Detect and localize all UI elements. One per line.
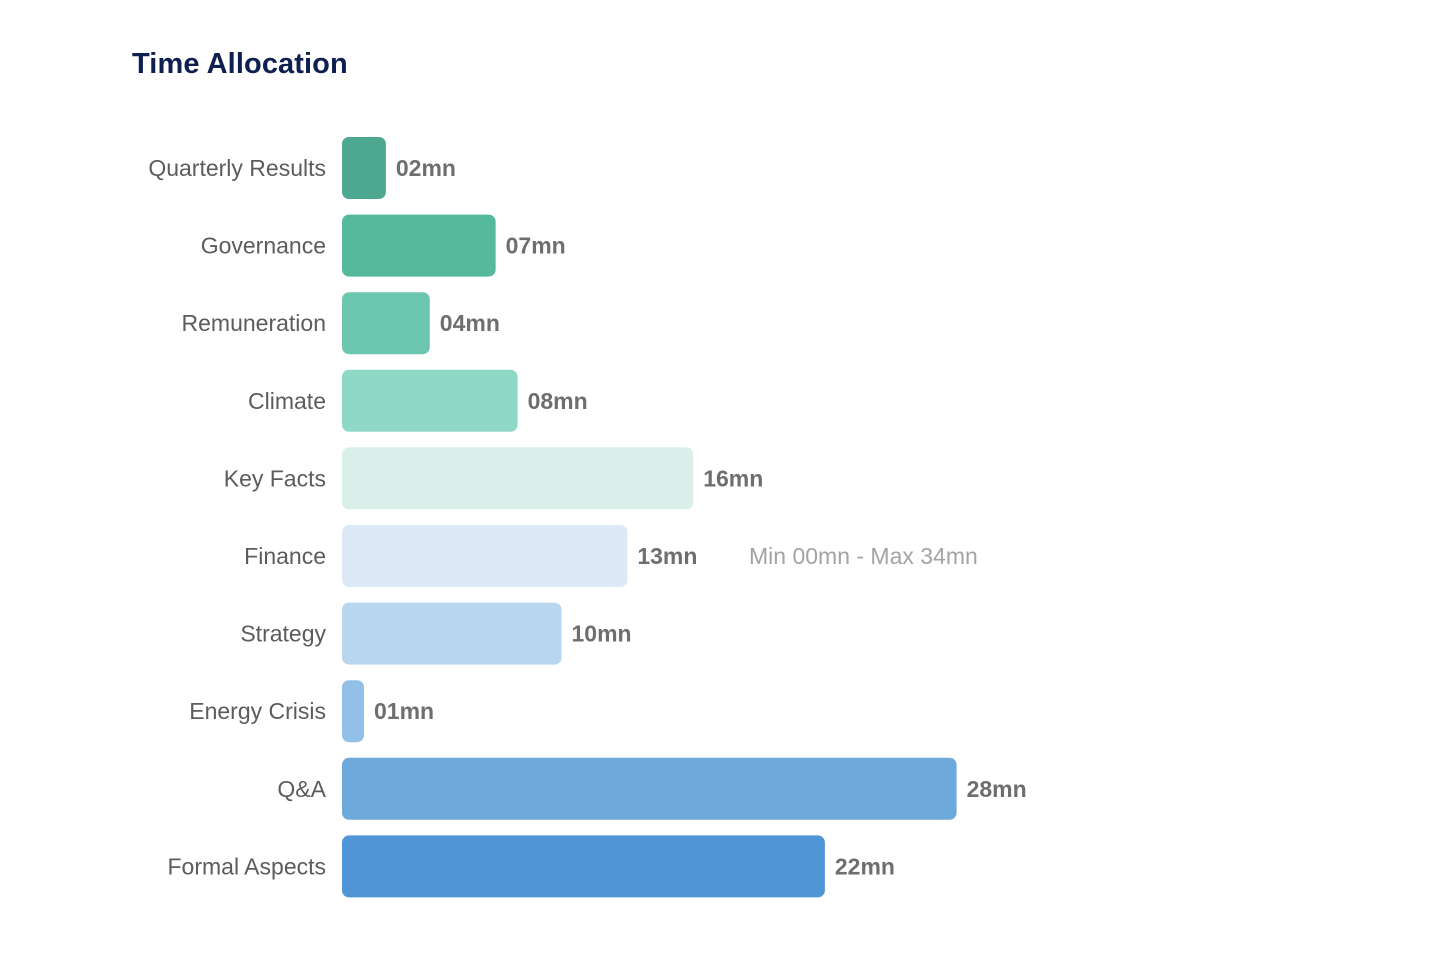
bar-row: Energy Crisis 01mn [189, 680, 434, 743]
bar-row: Remuneration 04mn [182, 292, 500, 355]
bar-row: Finance 13mn Min 00mn - Max 34mn [244, 525, 978, 587]
bar [342, 680, 364, 743]
bar [342, 602, 562, 665]
value-label: 22mn [835, 853, 895, 879]
bar [342, 137, 386, 199]
category-label: Quarterly Results [148, 155, 326, 181]
category-label: Remuneration [182, 310, 326, 336]
value-label: 04mn [440, 310, 500, 336]
bar [342, 757, 957, 820]
value-label: 01mn [374, 698, 434, 724]
bar-row: Quarterly Results 02mn [148, 137, 456, 199]
category-label: Energy Crisis [189, 698, 326, 724]
category-label: Governance [201, 233, 326, 259]
category-label: Key Facts [224, 465, 326, 491]
category-label: Finance [244, 543, 326, 569]
category-label: Strategy [240, 621, 326, 647]
value-label: 07mn [506, 233, 566, 259]
bar [342, 525, 628, 587]
bar [342, 447, 694, 510]
range-note: Min 00mn - Max 34mn [749, 543, 978, 569]
value-label: 28mn [967, 776, 1027, 802]
bar [342, 369, 518, 432]
bar-row: Governance 07mn [201, 214, 566, 277]
bar-row: Strategy 10mn [240, 602, 632, 665]
bar-row: Formal Aspects 22mn [168, 835, 895, 898]
bar-row: Climate 08mn [248, 369, 588, 432]
category-label: Formal Aspects [168, 853, 327, 879]
chart-title: Time Allocation [132, 48, 348, 80]
bar [342, 214, 496, 277]
bar [342, 292, 430, 355]
bar [342, 835, 825, 898]
bar-row: Key Facts 16mn [224, 447, 763, 510]
category-label: Q&A [277, 776, 326, 802]
value-label: 13mn [637, 543, 697, 569]
value-label: 16mn [703, 465, 763, 491]
bar-row: Q&A 28mn [277, 757, 1027, 820]
value-label: 08mn [528, 388, 588, 414]
value-label: 02mn [396, 155, 456, 181]
value-label: 10mn [572, 621, 632, 647]
category-label: Climate [248, 388, 326, 414]
